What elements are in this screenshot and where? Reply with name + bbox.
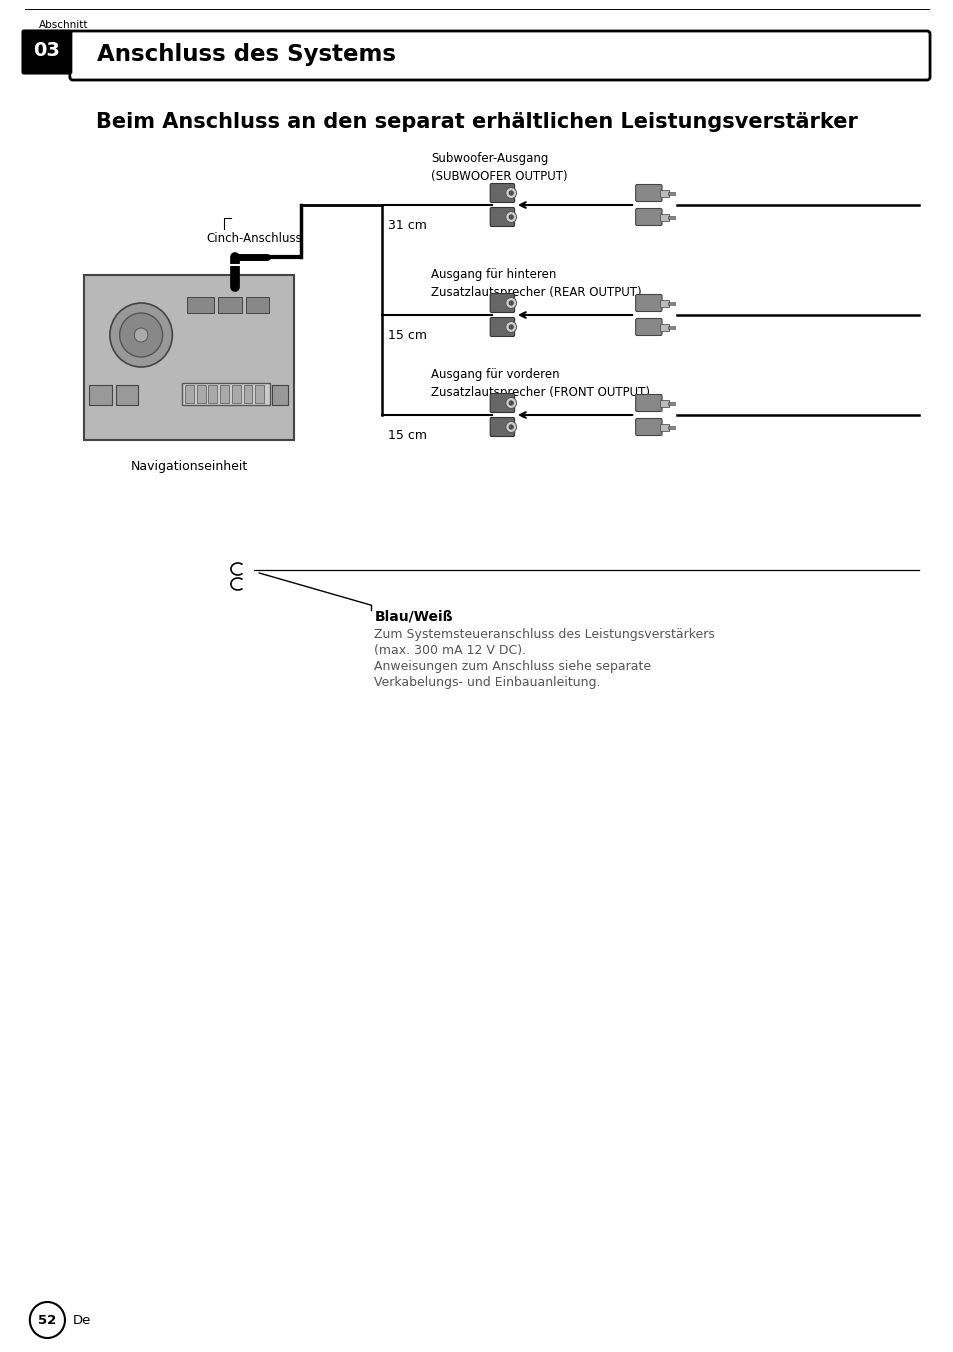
Text: Cinch-Anschluss: Cinch-Anschluss: [206, 233, 302, 245]
FancyBboxPatch shape: [490, 293, 514, 312]
FancyBboxPatch shape: [635, 295, 661, 311]
Text: Verkabelungs- und Einbauanleitung.: Verkabelungs- und Einbauanleitung.: [375, 676, 600, 690]
Text: 03: 03: [33, 42, 60, 61]
Circle shape: [30, 1302, 65, 1338]
Bar: [245, 297, 269, 314]
Circle shape: [505, 422, 516, 433]
FancyBboxPatch shape: [70, 31, 929, 80]
Circle shape: [505, 322, 516, 333]
Bar: [187, 297, 214, 314]
Bar: [668, 192, 675, 195]
Circle shape: [505, 397, 516, 408]
FancyBboxPatch shape: [635, 419, 661, 435]
Bar: [659, 399, 669, 407]
Text: Subwoofer-Ausgang
(SUBWOOFER OUTPUT): Subwoofer-Ausgang (SUBWOOFER OUTPUT): [431, 151, 567, 183]
FancyBboxPatch shape: [635, 395, 661, 411]
Text: Beim Anschluss an den separat erhältlichen Leistungsverstärker: Beim Anschluss an den separat erhältlich…: [96, 112, 857, 132]
Bar: [185, 385, 193, 403]
Text: 15 cm: 15 cm: [388, 429, 427, 442]
Bar: [218, 297, 241, 314]
Text: Zum Systemsteueranschluss des Leistungsverstärkers: Zum Systemsteueranschluss des Leistungsv…: [375, 627, 715, 641]
Text: Anweisungen zum Anschluss siehe separate: Anweisungen zum Anschluss siehe separate: [375, 660, 651, 673]
Bar: [90, 385, 112, 406]
Text: 52: 52: [38, 1314, 56, 1326]
Text: 31 cm: 31 cm: [388, 219, 427, 233]
Bar: [232, 385, 240, 403]
Text: De: De: [72, 1314, 91, 1326]
Bar: [659, 214, 669, 220]
Text: Abschnitt: Abschnitt: [38, 20, 88, 30]
Bar: [255, 385, 264, 403]
FancyBboxPatch shape: [635, 208, 661, 226]
FancyBboxPatch shape: [490, 184, 514, 203]
Bar: [115, 385, 138, 406]
Bar: [85, 274, 294, 439]
Bar: [659, 300, 669, 307]
Text: 15 cm: 15 cm: [388, 329, 427, 342]
Text: Ausgang für vorderen
Zusatzlautsprecher (FRONT OUTPUT): Ausgang für vorderen Zusatzlautsprecher …: [431, 368, 649, 399]
Circle shape: [509, 215, 513, 219]
Bar: [659, 423, 669, 430]
Circle shape: [509, 324, 513, 329]
Text: Ausgang für hinteren
Zusatzlautsprecher (REAR OUTPUT): Ausgang für hinteren Zusatzlautsprecher …: [431, 268, 641, 299]
Circle shape: [110, 303, 172, 366]
Bar: [668, 426, 675, 429]
Text: (max. 300 mA 12 V DC).: (max. 300 mA 12 V DC).: [375, 644, 526, 657]
Circle shape: [505, 211, 516, 223]
Bar: [659, 323, 669, 330]
Bar: [243, 385, 253, 403]
Circle shape: [505, 297, 516, 308]
Bar: [668, 301, 675, 304]
Bar: [668, 326, 675, 329]
Bar: [668, 215, 675, 219]
Circle shape: [134, 329, 148, 342]
Text: Blau/Weiß: Blau/Weiß: [375, 610, 453, 625]
Circle shape: [509, 400, 513, 406]
FancyBboxPatch shape: [490, 393, 514, 412]
Circle shape: [509, 300, 513, 306]
Bar: [272, 385, 287, 406]
Bar: [659, 189, 669, 196]
FancyBboxPatch shape: [635, 319, 661, 335]
Circle shape: [509, 425, 513, 429]
FancyBboxPatch shape: [490, 418, 514, 437]
Circle shape: [505, 188, 516, 199]
Bar: [668, 402, 675, 404]
FancyBboxPatch shape: [490, 318, 514, 337]
FancyBboxPatch shape: [490, 207, 514, 227]
Text: Navigationseinheit: Navigationseinheit: [131, 460, 248, 473]
FancyBboxPatch shape: [635, 184, 661, 201]
Circle shape: [509, 191, 513, 195]
Text: Anschluss des Systems: Anschluss des Systems: [97, 43, 395, 66]
Bar: [182, 383, 270, 406]
Bar: [196, 385, 205, 403]
Bar: [220, 385, 229, 403]
Circle shape: [119, 314, 162, 357]
Bar: [209, 385, 217, 403]
FancyBboxPatch shape: [23, 31, 71, 73]
